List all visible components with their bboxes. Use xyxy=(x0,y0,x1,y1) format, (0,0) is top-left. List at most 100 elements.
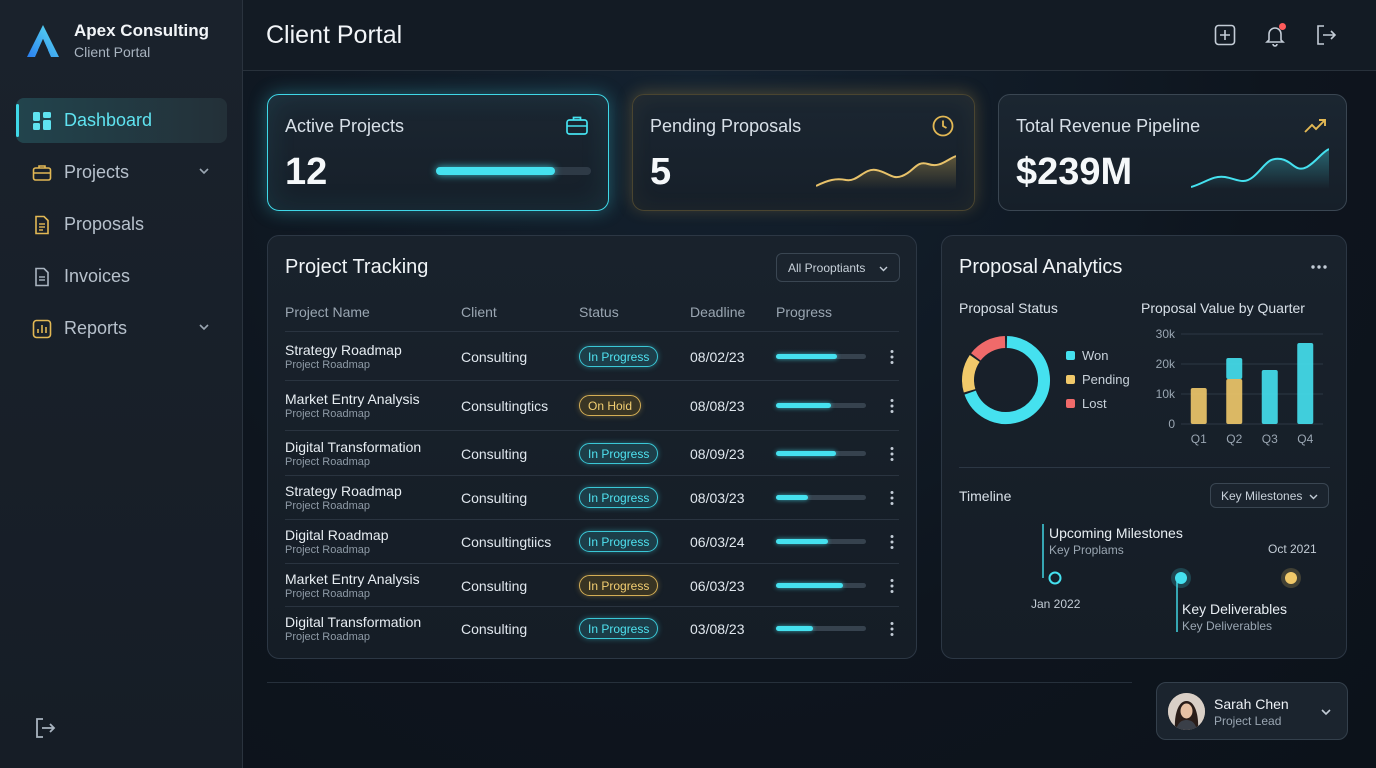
sidebar-item-projects[interactable]: Projects xyxy=(16,150,227,195)
table-row[interactable]: Strategy Roadmap Project Roadmap Consultin… xyxy=(285,475,899,519)
sidebar-item-label: Invoices xyxy=(64,266,131,286)
sidebar-item-proposals[interactable]: Proposals xyxy=(16,202,227,247)
logout-icon[interactable] xyxy=(33,716,57,740)
legend-item-pending: Pending xyxy=(1066,372,1130,387)
brand[interactable]: Apex Consulting Client Portal xyxy=(24,20,209,62)
status-badge: In Progress xyxy=(579,575,659,596)
row-actions-icon[interactable] xyxy=(889,534,895,550)
filter-label: All Prooptiants xyxy=(788,260,866,275)
document-icon xyxy=(35,215,49,234)
deadline: 03/08/23 xyxy=(690,621,745,637)
project-subtitle: Project Roadmap xyxy=(285,544,370,556)
progress-fill xyxy=(436,167,556,175)
key-milestones-dropdown[interactable]: Key Milestones xyxy=(1210,483,1329,508)
status-badge: In Progress xyxy=(579,531,659,552)
notifications-button[interactable] xyxy=(1263,23,1287,47)
sidebar-item-label: Dashboard xyxy=(64,110,153,130)
client-name: Consulting xyxy=(461,578,528,594)
user-menu[interactable]: Sarah Chen Project Lead xyxy=(1156,682,1348,740)
progress-fill xyxy=(776,451,837,456)
key-deliverables-title: Key Deliverables xyxy=(1182,601,1288,617)
row-actions-icon[interactable] xyxy=(889,446,895,462)
table-row[interactable]: Market Entry Analysis Project Roadmap Cons… xyxy=(285,380,899,430)
column-header-project-name[interactable]: Project Name xyxy=(285,304,370,320)
proposal-value-bar-chart: 0 10k 20k 30k Q1 Q2 Q3 Q4 xyxy=(1156,327,1323,446)
legend-label: Won xyxy=(1082,348,1109,363)
status-badge: In Progress xyxy=(579,618,659,639)
project-name[interactable]: Digital Roadmap xyxy=(285,527,389,543)
progress-fill xyxy=(776,354,838,359)
progress-fill xyxy=(776,626,813,631)
legend-item-won: Won xyxy=(1066,348,1109,363)
project-name[interactable]: Market Entry Analysis xyxy=(285,391,420,407)
chevron-down-icon[interactable] xyxy=(197,320,211,334)
project-subtitle: Project Roadmap xyxy=(285,456,370,468)
project-filter-dropdown[interactable]: All Prooptiants xyxy=(776,253,900,282)
logout-icon[interactable] xyxy=(1314,23,1338,47)
stat-label: Active Projects xyxy=(285,116,405,136)
proposal-status-title: Proposal Status xyxy=(959,300,1058,316)
column-header-status[interactable]: Status xyxy=(579,304,619,320)
brand-subtitle: Client Portal xyxy=(74,44,151,60)
sidebar-item-label: Reports xyxy=(64,318,128,338)
project-name[interactable]: Strategy Roadmap xyxy=(285,483,402,499)
briefcase-icon xyxy=(32,164,52,181)
sidebar-item-dashboard[interactable]: Dashboard xyxy=(16,98,227,143)
row-actions-icon[interactable] xyxy=(889,578,895,594)
divider xyxy=(267,682,1132,683)
timeline-date-left: Jan 2022 xyxy=(1031,597,1081,611)
status-badge: In Progress xyxy=(579,487,659,508)
add-icon[interactable] xyxy=(1213,23,1237,47)
row-actions-icon[interactable] xyxy=(889,349,895,365)
user-name: Sarah Chen xyxy=(1214,696,1289,712)
row-actions-icon[interactable] xyxy=(889,621,895,637)
progress-fill xyxy=(776,403,831,408)
project-name[interactable]: Strategy Roadmap xyxy=(285,342,402,358)
progress-bar xyxy=(776,626,866,631)
grid-icon xyxy=(33,111,51,130)
bar-q3-won xyxy=(1261,370,1278,424)
revenue-sparkline xyxy=(1191,148,1329,189)
dropdown-label: Key Milestones xyxy=(1221,488,1303,503)
table-row[interactable]: Strategy Roadmap Project Roadmap Consultin… xyxy=(285,331,899,380)
chevron-down-icon xyxy=(1309,494,1318,500)
sidebar-item-reports[interactable]: Reports xyxy=(16,306,227,351)
column-header-deadline[interactable]: Deadline xyxy=(690,304,746,320)
project-subtitle: Project Roadmap xyxy=(285,359,370,371)
sidebar: Apex Consulting Client Portal Dashboard … xyxy=(0,0,243,768)
panel-title: Proposal Analytics xyxy=(959,256,1123,278)
row-actions-icon[interactable] xyxy=(889,490,895,506)
row-actions-icon[interactable] xyxy=(889,398,895,414)
chevron-down-icon[interactable] xyxy=(1319,705,1333,719)
project-tracking-panel: Project Tracking All Prooptiants Project… xyxy=(267,235,917,659)
project-name[interactable]: Market Entry Analysis xyxy=(285,571,420,587)
status-badge: In Progress xyxy=(579,346,659,367)
more-options-icon[interactable] xyxy=(1310,264,1328,270)
deadline: 06/03/24 xyxy=(690,534,745,550)
table-row[interactable]: Digital Transformation Project Roadmap Con… xyxy=(285,606,899,650)
legend-label: Lost xyxy=(1082,396,1107,411)
column-header-progress[interactable]: Progress xyxy=(776,304,833,320)
client-name: Consultingtiics xyxy=(461,534,552,550)
deadline: 08/09/23 xyxy=(690,446,745,462)
project-name[interactable]: Digital Transformation xyxy=(285,439,422,455)
table-row[interactable]: Market Entry Analysis Project Roadmap Cons… xyxy=(285,563,899,606)
stat-card-pending-proposals[interactable]: Pending Proposals 5 xyxy=(632,94,975,211)
bar-q2-pending xyxy=(1226,379,1243,424)
client-name: Consulting xyxy=(461,446,528,462)
deadline: 08/03/23 xyxy=(690,490,745,506)
stat-card-revenue-pipeline[interactable]: Total Revenue Pipeline $239M xyxy=(998,94,1347,211)
column-header-client[interactable]: Client xyxy=(461,304,497,320)
table-row[interactable]: Digital Transformation Project Roadmap Con… xyxy=(285,430,899,475)
deadline: 08/02/23 xyxy=(690,349,745,365)
chevron-down-icon[interactable] xyxy=(197,164,211,178)
stat-card-active-projects[interactable]: Active Projects 12 xyxy=(267,94,609,211)
project-subtitle: Project Roadmap xyxy=(285,631,370,643)
sidebar-item-invoices[interactable]: Invoices xyxy=(16,254,227,299)
upcoming-milestones-sub: Key Proplams xyxy=(1049,543,1124,557)
bar-q2-won xyxy=(1226,358,1243,379)
donut-slice-pending xyxy=(962,355,980,393)
table-row[interactable]: Digital Roadmap Project Roadmap Consulting… xyxy=(285,519,899,563)
project-name[interactable]: Digital Transformation xyxy=(285,614,422,630)
x-tick-label: Q3 xyxy=(1262,432,1278,446)
